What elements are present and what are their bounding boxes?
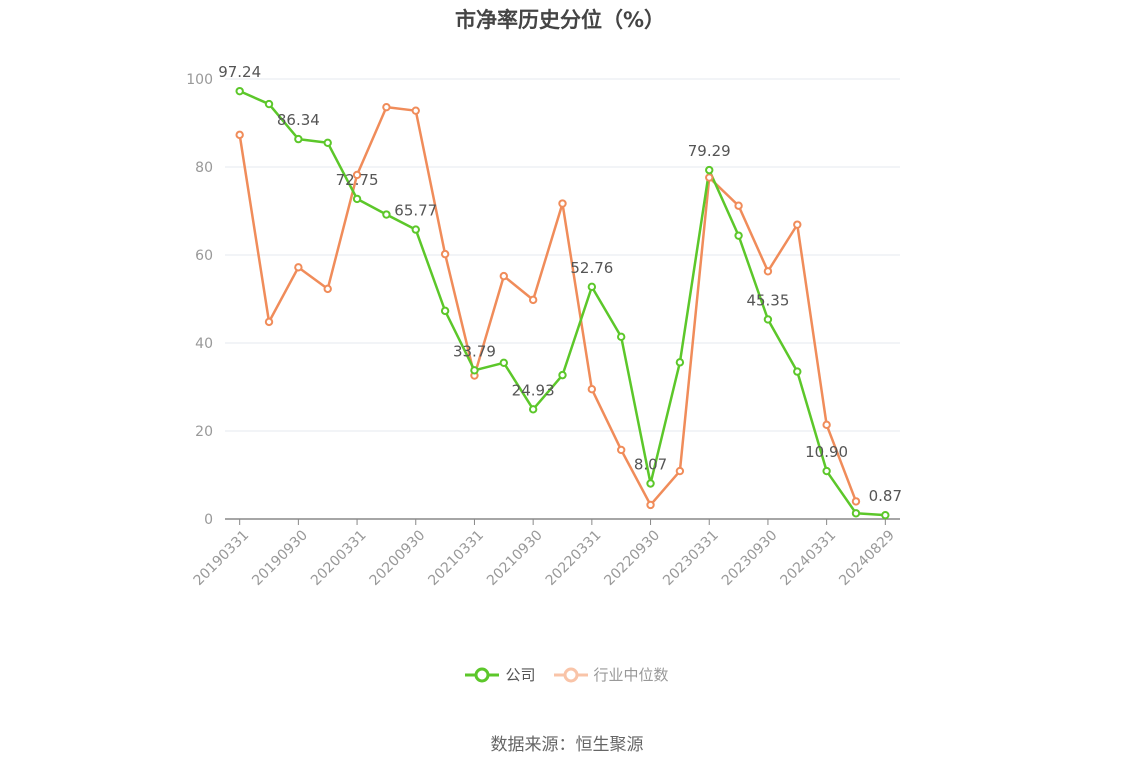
data-point-industry: [587, 385, 597, 394]
data-label: 0.87: [869, 487, 902, 505]
data-point-industry: [440, 249, 450, 259]
data-point-company: [675, 358, 685, 367]
data-point-company: [264, 99, 274, 109]
y-tick-label: 100: [186, 72, 213, 88]
data-point-company: [646, 479, 655, 488]
data-point-industry: [822, 420, 831, 430]
chart-title: 市净率历史分位（%）: [454, 8, 666, 32]
data-point-company: [323, 138, 332, 148]
x-tick-label: 20190331: [191, 527, 253, 589]
data-point-company: [499, 358, 509, 367]
legend-industry-marker-icon: [553, 667, 588, 682]
data-point-company: [793, 367, 802, 376]
data-point-company: [734, 231, 743, 240]
y-axis-ticks: 0 20 40 60 80 100: [186, 72, 213, 528]
data-label: 79.29: [688, 142, 731, 160]
legend-label-industry: 行业中位数: [593, 666, 669, 684]
x-tick-label: 20240331: [778, 527, 840, 589]
data-point-company: [616, 332, 626, 342]
data-point-industry: [382, 102, 391, 112]
data-point-industry: [851, 497, 861, 506]
x-axis: 2019033120190930202003312020093020210331…: [191, 518, 900, 589]
data-point-industry: [558, 199, 567, 208]
data-point-company: [382, 210, 391, 219]
y-tick-label: 80: [195, 160, 213, 176]
y-tick-label: 40: [195, 336, 213, 352]
x-tick-label: 20200331: [308, 527, 370, 589]
data-point-industry: [323, 284, 332, 294]
data-point-industry: [646, 500, 655, 510]
data-label: 45.35: [746, 291, 789, 309]
series-points: [235, 86, 890, 520]
x-tick-label: 20210331: [425, 527, 487, 589]
data-point-company: [294, 134, 303, 144]
data-label: 86.34: [277, 111, 320, 129]
legend-company-marker-icon: [465, 667, 500, 682]
data-point-company: [352, 194, 362, 204]
data-label: 8.07: [634, 455, 667, 473]
data-point-industry: [675, 466, 685, 476]
x-tick-label: 20220331: [543, 527, 605, 589]
data-point-industry: [264, 317, 274, 327]
data-point-company: [822, 466, 831, 476]
data-point-industry: [705, 173, 714, 182]
y-tick-label: 60: [195, 248, 213, 264]
data-point-company: [470, 366, 479, 375]
data-label: 10.90: [805, 443, 848, 461]
data-point-company: [587, 282, 597, 292]
data-point-industry: [734, 201, 743, 210]
data-point-industry: [352, 170, 362, 180]
legend: 公司 行业中位数: [0, 664, 1134, 685]
data-point-industry: [528, 295, 538, 305]
data-label: 52.76: [570, 259, 613, 277]
data-point-industry: [499, 271, 509, 281]
data-point-industry: [411, 106, 420, 115]
data-label: 33.79: [453, 342, 496, 360]
source-note: 数据来源：恒生聚源: [490, 735, 644, 755]
data-point-company: [528, 405, 538, 414]
y-tick-label: 0: [204, 512, 213, 528]
x-tick-label: 20240829: [836, 527, 898, 589]
data-point-industry: [763, 267, 773, 276]
data-labels: 97.24 86.34 72.75 65.77 33.79 24.93 52.76 8.07 7…: [218, 63, 902, 505]
data-point-company: [558, 370, 567, 380]
data-point-company: [881, 510, 890, 520]
data-point-company: [763, 315, 773, 324]
x-tick-label: 20190930: [249, 527, 311, 589]
data-point-industry: [793, 220, 802, 229]
x-tick-label: 20200930: [367, 527, 429, 589]
x-tick-label: 20210930: [484, 527, 546, 589]
data-label: 24.93: [512, 381, 555, 399]
legend-item-company[interactable]: 公司: [465, 664, 536, 685]
x-tick-label: 20220930: [601, 527, 663, 589]
data-label: 72.75: [336, 171, 379, 189]
data-point-company: [235, 86, 244, 96]
y-tick-label: 20: [195, 424, 213, 440]
data-label: 97.24: [218, 63, 261, 81]
data-point-company: [851, 509, 861, 518]
data-point-industry: [294, 263, 303, 272]
series-line-industry: [238, 105, 858, 507]
legend-item-industry[interactable]: 行业中位数: [553, 664, 669, 685]
data-label: 65.77: [394, 202, 437, 220]
x-tick-label: 20230930: [719, 527, 781, 589]
data-point-company: [411, 225, 420, 234]
x-tick-label: 20230331: [660, 527, 722, 589]
legend-label-company: 公司: [505, 666, 536, 684]
data-point-company: [440, 306, 450, 316]
data-point-industry: [235, 130, 244, 140]
data-point-industry: [616, 445, 626, 455]
data-point-company: [705, 165, 714, 175]
